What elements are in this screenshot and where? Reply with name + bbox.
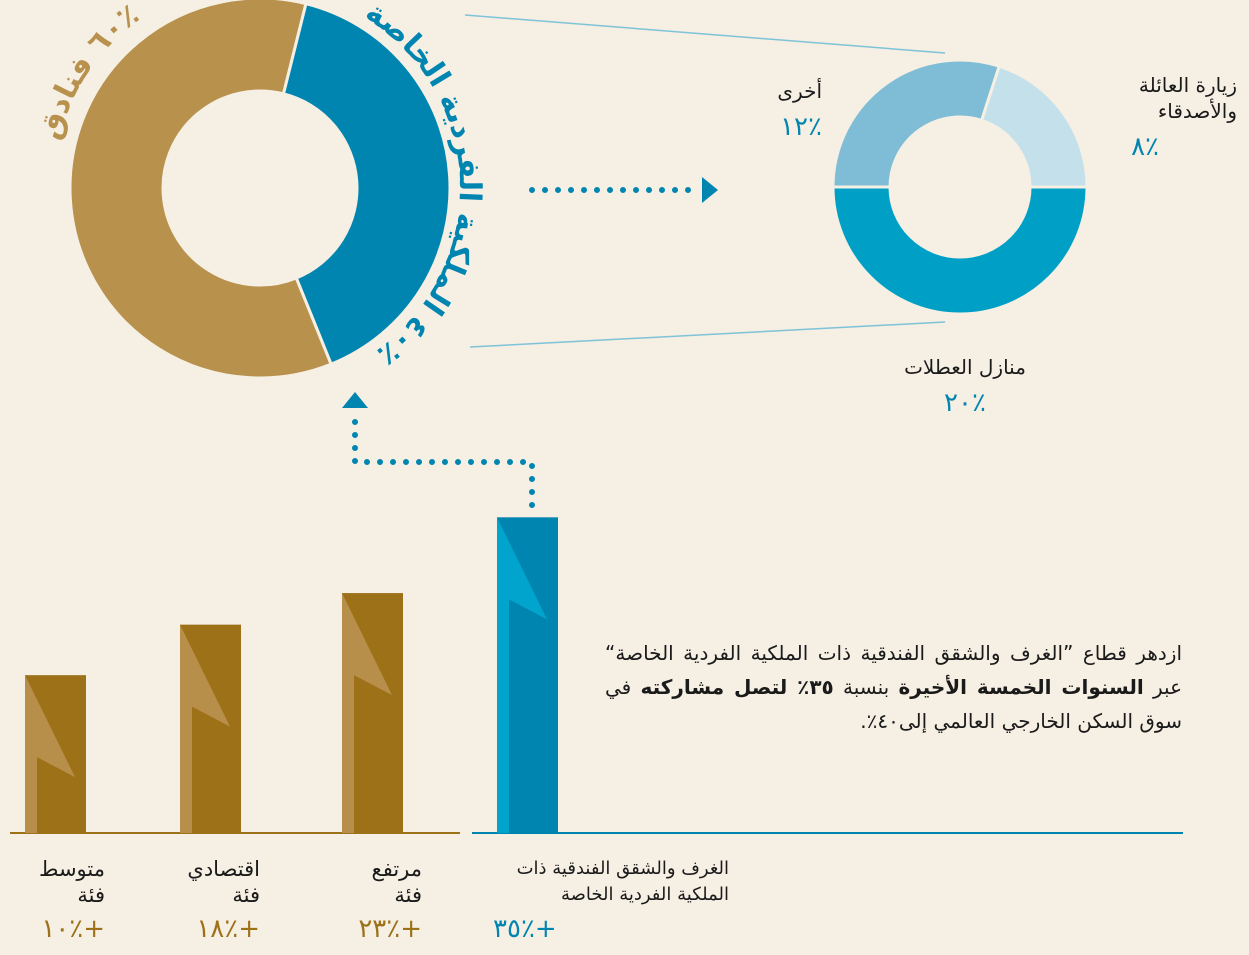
bar-decoration: [25, 675, 75, 833]
connector-line: [469, 321, 946, 348]
value-label: +٪١٨: [196, 914, 260, 944]
category-label: أخرى: [777, 79, 822, 103]
value-label: +٪٣٥: [493, 914, 557, 944]
arrow-head: [702, 177, 718, 203]
value-label: ٪١٢: [780, 112, 822, 142]
donut-slice: [68, 0, 334, 380]
text-run: بنسبة: [842, 675, 890, 699]
bar-decoration: [342, 593, 392, 833]
donut-slice: [831, 58, 1002, 189]
category-label: منازل العطلات: [904, 355, 1026, 379]
text-run: السنوات الخمسة الأخيرة: [898, 675, 1144, 699]
value-label: ٪٢٠: [944, 388, 986, 418]
category-label: الغرف والشقق الفندقية ذات الملكية الفردي…: [516, 858, 729, 905]
text-run: ٣٥٪ لتصل مشاركته: [640, 675, 834, 699]
description: ازدهر قطاع ”الغرف والشقق الفندقية ذات ال…: [605, 636, 1182, 738]
connector-line: [464, 14, 946, 54]
text-run: في سوق السكن الخارجي العالمي إلى٤٠٪.: [605, 675, 1182, 733]
donut-slice: [831, 185, 1089, 316]
category-label: زيارة العائلة والأصدقاء: [1138, 73, 1237, 123]
dotted-arrow: [352, 417, 535, 508]
value-label: +٪١٠: [41, 914, 105, 944]
bar-decoration: [180, 624, 230, 833]
category-label: متوسط فئة: [39, 857, 105, 907]
bar-decoration: [497, 517, 547, 833]
bar-label: مرتفع فئة +٪٢٣: [338, 856, 422, 946]
arrow-head: [342, 392, 368, 408]
donut-slice: [281, 1, 452, 367]
text-run: ازدهر قطاع ”الغرف والشقق الفندقية ذات ال…: [605, 641, 1183, 699]
bar-label: اقتصادي فئة +٪١٨: [176, 856, 260, 946]
category-label: اقتصادي فئة: [187, 857, 260, 907]
slice-label: زيارة العائلة والأصدقاء ٪٨: [1107, 72, 1237, 164]
bar-label: الغرف والشقق الفندقية ذات الملكية الفردي…: [493, 856, 729, 946]
category-label: مرتفع فئة: [371, 857, 422, 907]
slice-label: منازل العطلات ٪٢٠: [870, 354, 1060, 420]
value-label: ٪٨: [1131, 132, 1159, 162]
slice-label: أخرى ٪١٢: [702, 78, 822, 144]
donut-slice: [979, 64, 1089, 189]
bar-label: متوسط فئة +٪١٠: [21, 856, 105, 946]
value-label: +٪٢٣: [358, 914, 422, 944]
